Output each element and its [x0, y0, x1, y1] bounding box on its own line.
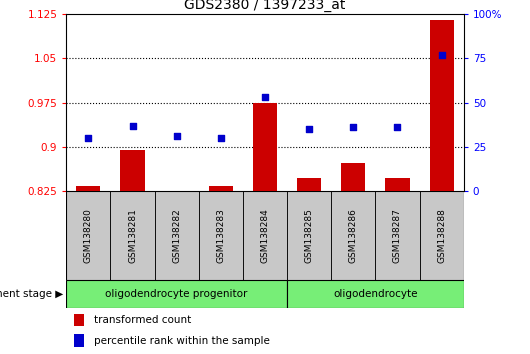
Bar [76, 187, 101, 191]
Text: GSM138282: GSM138282 [172, 208, 181, 263]
Point [437, 52, 446, 58]
Text: GSM138285: GSM138285 [305, 208, 314, 263]
Bar [420, 191, 464, 280]
Bar [331, 191, 375, 280]
Text: GSM138287: GSM138287 [393, 208, 402, 263]
Bar [66, 191, 110, 280]
Point [305, 126, 313, 132]
Bar [209, 187, 233, 191]
Text: oligodendrocyte progenitor: oligodendrocyte progenitor [105, 289, 248, 299]
Point [349, 125, 358, 130]
Text: oligodendrocyte: oligodendrocyte [333, 289, 418, 299]
Text: GSM138280: GSM138280 [84, 208, 93, 263]
Text: GSM138286: GSM138286 [349, 208, 358, 263]
Bar [74, 314, 84, 326]
Bar [155, 191, 199, 280]
Text: development stage ▶: development stage ▶ [0, 289, 64, 299]
Text: transformed count: transformed count [94, 315, 191, 325]
Point [172, 133, 181, 139]
Bar [164, 190, 189, 191]
Bar [110, 191, 155, 280]
Bar [429, 20, 454, 191]
Point [393, 125, 402, 130]
Bar [74, 334, 84, 347]
Bar [287, 280, 464, 308]
Bar [66, 280, 287, 308]
Bar [253, 103, 277, 191]
Bar [297, 178, 321, 191]
Text: GSM138288: GSM138288 [437, 208, 446, 263]
Text: GSM138281: GSM138281 [128, 208, 137, 263]
Bar [199, 191, 243, 280]
Point [84, 135, 93, 141]
Text: GSM138283: GSM138283 [216, 208, 225, 263]
Bar [341, 163, 366, 191]
Text: GSM138284: GSM138284 [261, 208, 269, 263]
Bar [375, 191, 420, 280]
Point [128, 123, 137, 129]
Title: GDS2380 / 1397233_at: GDS2380 / 1397233_at [184, 0, 346, 12]
Point [261, 95, 269, 100]
Point [217, 135, 225, 141]
Bar [120, 150, 145, 191]
Bar [243, 191, 287, 280]
Bar [385, 178, 410, 191]
Text: percentile rank within the sample: percentile rank within the sample [94, 336, 270, 346]
Bar [287, 191, 331, 280]
